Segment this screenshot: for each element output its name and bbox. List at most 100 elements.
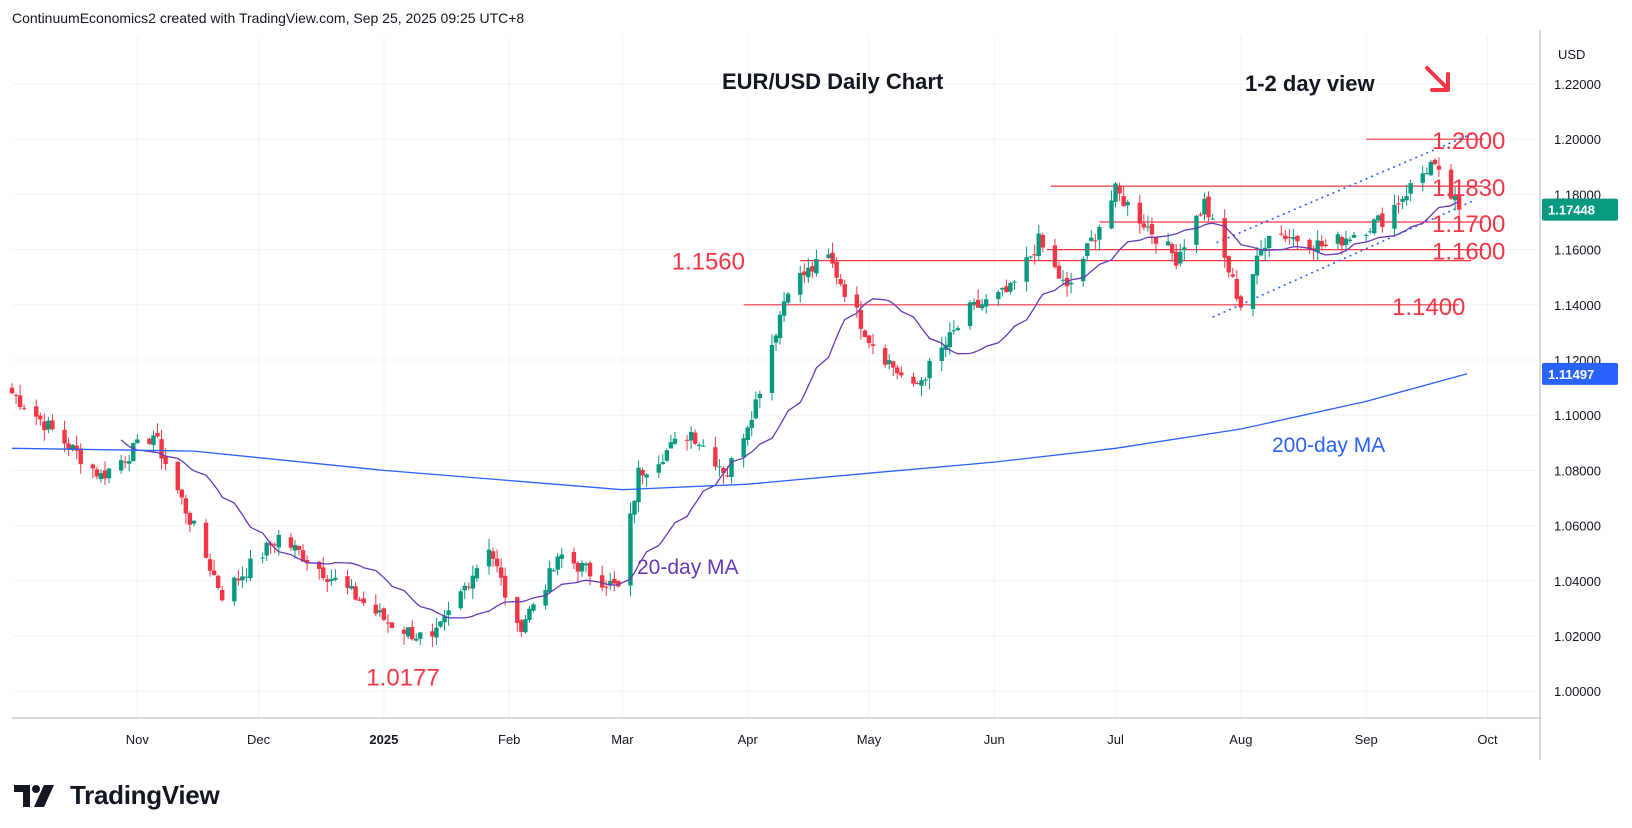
candle-body bbox=[494, 558, 500, 567]
candle-body bbox=[1392, 204, 1397, 229]
candle-body bbox=[1420, 173, 1425, 183]
candle bbox=[632, 500, 637, 524]
candle-body bbox=[979, 304, 985, 309]
candle-body bbox=[579, 562, 585, 572]
candle bbox=[74, 435, 79, 460]
candle bbox=[50, 414, 55, 431]
candle-body bbox=[587, 562, 593, 577]
candle bbox=[644, 473, 649, 487]
candle-body bbox=[106, 468, 112, 479]
candle bbox=[1380, 207, 1385, 233]
ma200-price-tag: 1.11497 bbox=[1548, 367, 1594, 382]
candle bbox=[147, 437, 152, 445]
candle-body bbox=[806, 267, 811, 278]
candle-body bbox=[1093, 240, 1098, 242]
candle-body bbox=[1165, 241, 1171, 246]
x-tick-label: Jun bbox=[984, 732, 1005, 747]
candle bbox=[470, 565, 476, 600]
candle bbox=[155, 423, 160, 439]
candle bbox=[486, 538, 492, 575]
candle-body bbox=[531, 604, 536, 611]
candle bbox=[1452, 187, 1458, 211]
candle bbox=[1335, 231, 1341, 250]
candle-body bbox=[1000, 287, 1005, 290]
candle-body bbox=[543, 589, 548, 606]
candle bbox=[1250, 274, 1256, 317]
candle bbox=[1315, 230, 1320, 261]
candle-body bbox=[381, 608, 387, 620]
candle bbox=[583, 562, 589, 573]
candle bbox=[1028, 255, 1033, 259]
candle bbox=[21, 404, 27, 411]
candle-body bbox=[1125, 201, 1130, 206]
candle-body bbox=[1117, 186, 1122, 194]
candle bbox=[741, 433, 746, 468]
candle-body bbox=[559, 554, 564, 559]
candle-body bbox=[1319, 241, 1324, 247]
candle-body bbox=[405, 627, 411, 637]
candle-body bbox=[984, 299, 989, 307]
candle-body bbox=[971, 301, 977, 305]
candle-body bbox=[90, 464, 96, 469]
candle-body bbox=[628, 513, 633, 586]
candle bbox=[183, 495, 189, 524]
candle-body bbox=[446, 610, 451, 616]
candle bbox=[810, 261, 815, 278]
candle-body bbox=[46, 420, 51, 430]
candle bbox=[215, 574, 221, 590]
candle-body bbox=[1279, 233, 1284, 235]
candle bbox=[527, 605, 532, 623]
candle-body bbox=[94, 469, 100, 477]
candle bbox=[1266, 235, 1272, 258]
candle-body bbox=[1012, 281, 1017, 283]
candle-body bbox=[672, 438, 678, 444]
candle-body bbox=[1376, 215, 1381, 221]
candle bbox=[656, 455, 661, 478]
candle-body bbox=[915, 382, 920, 385]
candle bbox=[923, 377, 928, 386]
candle-body bbox=[814, 259, 819, 274]
candle bbox=[381, 607, 387, 622]
candle bbox=[785, 291, 791, 305]
candle-body bbox=[98, 473, 104, 480]
candle bbox=[1004, 279, 1009, 293]
candle bbox=[870, 333, 876, 355]
candle-body bbox=[713, 447, 718, 467]
candle-body bbox=[122, 461, 128, 463]
candle bbox=[220, 586, 225, 602]
candle bbox=[1137, 194, 1143, 234]
tradingview-logo[interactable]: TradingView bbox=[14, 780, 220, 811]
y-tick-label: 1.04000 bbox=[1554, 574, 1601, 589]
candle bbox=[1400, 196, 1405, 210]
candle-body bbox=[1347, 239, 1353, 241]
candle bbox=[1169, 242, 1175, 262]
candle bbox=[1432, 158, 1438, 166]
candle-body bbox=[1283, 235, 1288, 240]
candle bbox=[515, 596, 520, 632]
candle-body bbox=[947, 332, 953, 348]
candle bbox=[1182, 239, 1187, 261]
candle bbox=[895, 364, 900, 380]
candle bbox=[361, 591, 366, 606]
candle bbox=[555, 552, 560, 576]
candle bbox=[1109, 190, 1114, 230]
candle bbox=[466, 582, 471, 591]
candle bbox=[42, 413, 47, 441]
candle-body bbox=[955, 328, 961, 331]
candle-body bbox=[1097, 226, 1102, 240]
candle bbox=[1153, 236, 1159, 255]
candle bbox=[462, 582, 467, 600]
candle bbox=[664, 448, 670, 463]
candle-body bbox=[466, 586, 471, 588]
candle bbox=[838, 274, 843, 287]
candle bbox=[418, 632, 423, 646]
candle bbox=[612, 570, 617, 592]
candle-body bbox=[187, 512, 193, 525]
candle bbox=[551, 568, 556, 572]
candle-body bbox=[886, 360, 892, 365]
candle-body bbox=[502, 575, 508, 598]
last-price-tag-bg bbox=[1542, 198, 1618, 221]
candle-body bbox=[1153, 237, 1159, 244]
candle-body bbox=[1004, 286, 1009, 293]
